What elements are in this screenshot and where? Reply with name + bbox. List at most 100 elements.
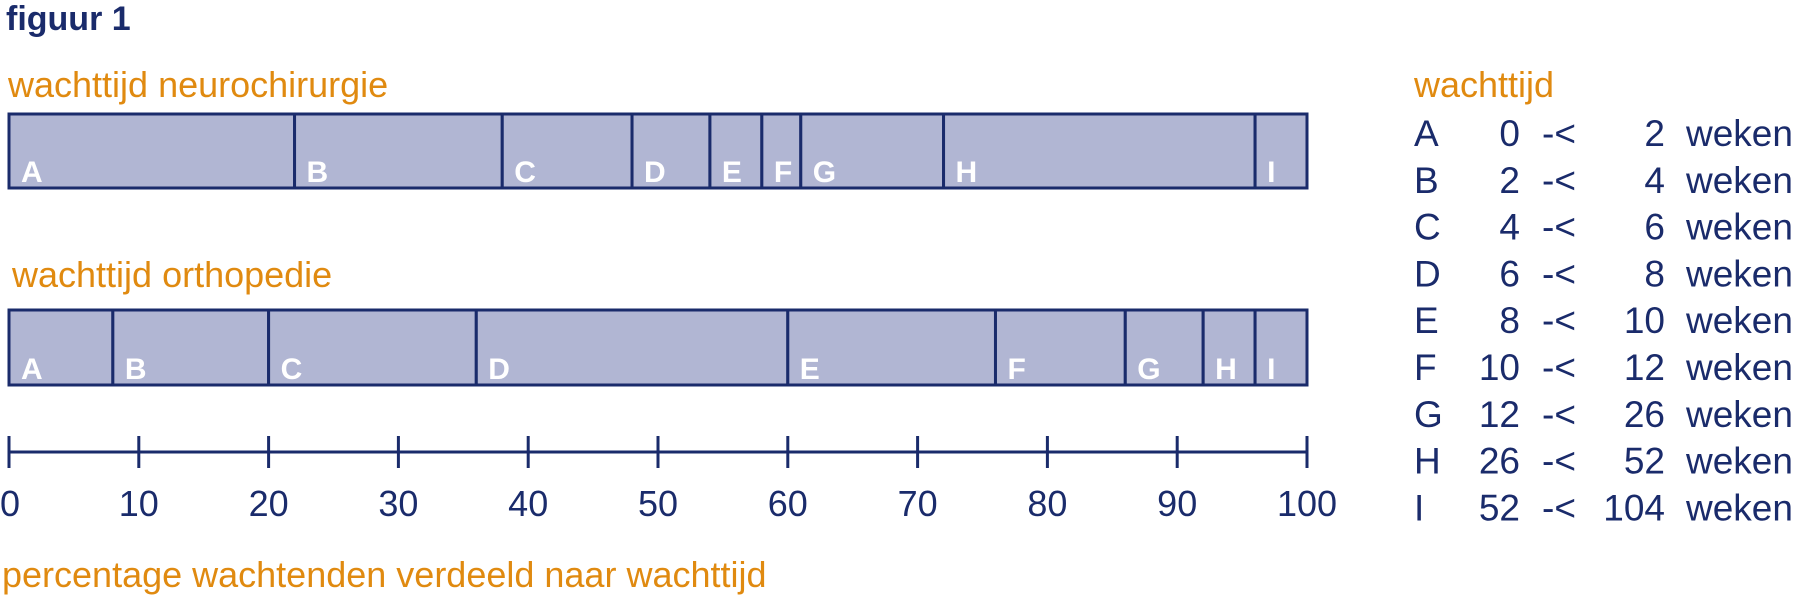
legend: wachttijd A 0 -< 2 weken B 2 -< 4 weken C 4 -< 6 weken… xyxy=(1413,64,1793,528)
segment-label-b: B xyxy=(307,156,329,189)
x-tick-label: 70 xyxy=(898,483,938,524)
segment-label-c: C xyxy=(281,353,303,386)
x-axis-label: percentage wachtenden verdeeld naar wach… xyxy=(2,554,767,595)
bar-segment-b xyxy=(111,308,271,387)
bar-segment-c xyxy=(267,308,478,387)
segment-label-g: G xyxy=(813,156,836,189)
segment-label-d: D xyxy=(644,156,666,189)
legend-letter: G xyxy=(1414,394,1443,435)
legend-separator: -< xyxy=(1542,253,1576,294)
bar-segment-d xyxy=(474,308,790,387)
bar-segment-h xyxy=(942,112,1257,190)
legend-unit: weken xyxy=(1685,300,1793,341)
legend-from: 2 xyxy=(1499,160,1520,201)
bar-segment-b xyxy=(293,112,504,190)
x-tick-label: 30 xyxy=(378,483,418,524)
legend-separator: -< xyxy=(1542,487,1576,528)
legend-separator: -< xyxy=(1542,113,1576,154)
bar-segment-d xyxy=(630,112,712,190)
legend-from: 0 xyxy=(1499,113,1520,154)
x-tick-label: 90 xyxy=(1157,483,1197,524)
bar-segment-c xyxy=(500,112,634,190)
x-tick-label: 0 xyxy=(0,483,20,524)
legend-unit: weken xyxy=(1685,113,1793,154)
legend-separator: -< xyxy=(1542,441,1576,482)
segment-label-h: H xyxy=(956,156,978,189)
segment-label-g: G xyxy=(1137,353,1160,386)
segment-label-d: D xyxy=(488,353,510,386)
legend-separator: -< xyxy=(1542,394,1576,435)
legend-from: 26 xyxy=(1479,441,1520,482)
x-tick-label: 60 xyxy=(768,483,808,524)
series-title-orthopedie: wachttijd orthopedie xyxy=(11,254,332,295)
segment-label-f: F xyxy=(1007,353,1025,386)
segment-label-e: E xyxy=(722,156,742,189)
legend-separator: -< xyxy=(1542,207,1576,248)
legend-to: 4 xyxy=(1644,160,1665,201)
segment-label-f: F xyxy=(774,156,792,189)
legend-unit: weken xyxy=(1685,347,1793,388)
legend-unit: weken xyxy=(1685,441,1793,482)
legend-letter: F xyxy=(1414,347,1437,388)
legend-unit: weken xyxy=(1685,207,1793,248)
x-axis: 0 10 20 30 40 50 60 70 80 90 100 xyxy=(0,436,1337,524)
legend-to: 104 xyxy=(1603,487,1665,528)
segment-label-e: E xyxy=(800,353,820,386)
bar-segment-h xyxy=(1201,308,1257,387)
bar-segment-g xyxy=(799,112,946,190)
legend-unit: weken xyxy=(1685,487,1793,528)
legend-to: 52 xyxy=(1624,441,1665,482)
legend-unit: weken xyxy=(1685,253,1793,294)
x-tick-label: 10 xyxy=(119,483,159,524)
segment-label-a: A xyxy=(21,156,43,189)
segment-label-i: I xyxy=(1267,353,1275,386)
legend-from: 8 xyxy=(1499,300,1520,341)
segment-label-b: B xyxy=(125,353,147,386)
legend-letter: E xyxy=(1414,300,1439,341)
legend-separator: -< xyxy=(1542,160,1576,201)
legend-unit: weken xyxy=(1685,160,1793,201)
x-tick-label: 100 xyxy=(1277,483,1337,524)
legend-title: wachttijd xyxy=(1413,64,1554,105)
x-tick-label: 40 xyxy=(508,483,548,524)
legend-letter: C xyxy=(1414,207,1441,248)
legend-unit: weken xyxy=(1685,394,1793,435)
legend-separator: -< xyxy=(1542,300,1576,341)
legend-letter: B xyxy=(1414,160,1439,201)
legend-to: 6 xyxy=(1644,207,1665,248)
legend-to: 2 xyxy=(1644,113,1665,154)
x-tick-label: 50 xyxy=(638,483,678,524)
bar-segment-a xyxy=(7,112,297,190)
bar-segment-i xyxy=(1253,112,1309,190)
segment-label-h: H xyxy=(1215,353,1237,386)
legend-separator: -< xyxy=(1542,347,1576,388)
bar-segment-i xyxy=(1253,308,1309,387)
figure-title: figuur 1 xyxy=(6,0,131,38)
legend-from: 10 xyxy=(1479,347,1520,388)
legend-to: 10 xyxy=(1624,300,1665,341)
legend-to: 12 xyxy=(1624,347,1665,388)
legend-letter: D xyxy=(1414,253,1441,294)
bar-segment-f xyxy=(760,112,803,190)
legend-from: 52 xyxy=(1479,487,1520,528)
legend-to: 8 xyxy=(1644,253,1665,294)
legend-from: 12 xyxy=(1479,394,1520,435)
segment-label-a: A xyxy=(21,353,43,386)
legend-letter: I xyxy=(1414,487,1424,528)
bar-segment-e xyxy=(786,308,997,387)
bar-segment-g xyxy=(1123,308,1205,387)
legend-from: 4 xyxy=(1499,207,1520,248)
segment-label-c: C xyxy=(514,156,536,189)
series-title-neurochirurgie: wachttijd neurochirurgie xyxy=(7,64,388,105)
bar-segment-a xyxy=(7,308,115,387)
x-tick-label: 20 xyxy=(249,483,289,524)
legend-to: 26 xyxy=(1624,394,1665,435)
segment-label-i: I xyxy=(1267,156,1275,189)
legend-letter: A xyxy=(1414,113,1439,154)
legend-from: 6 xyxy=(1499,253,1520,294)
x-tick-label: 80 xyxy=(1027,483,1067,524)
legend-letter: H xyxy=(1414,441,1441,482)
